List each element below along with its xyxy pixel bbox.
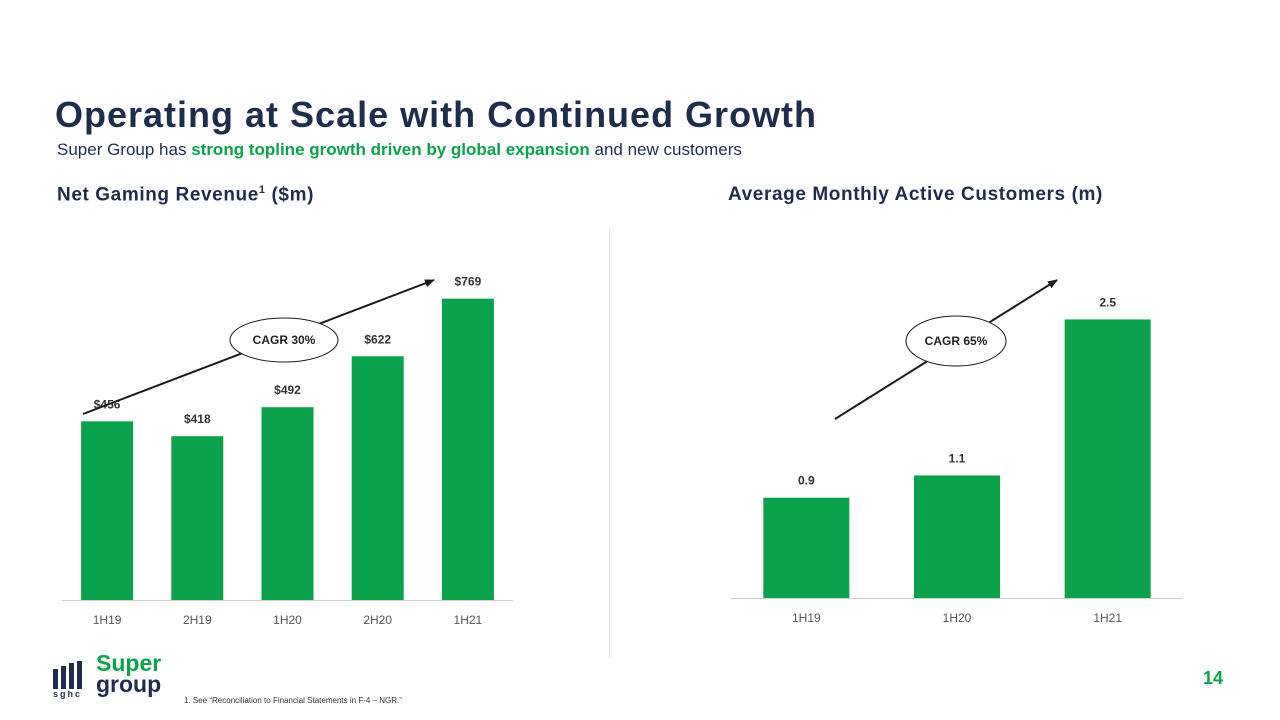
page-number: 14 xyxy=(1203,668,1224,688)
page-title: Operating at Scale with Continued Growth xyxy=(55,94,818,135)
subtitle-text-start: Super Group has xyxy=(57,140,192,159)
subtitle-text-end: and new customers xyxy=(589,140,742,159)
logo-word-group: group xyxy=(96,671,162,697)
mau-tick-label-1h20: 1H20 xyxy=(943,611,972,625)
ngr-value-label-2h19: $418 xyxy=(184,412,211,426)
ngr-bar-2h20 xyxy=(351,356,404,600)
ngr-tick-label-1h20: 1H20 xyxy=(273,613,302,627)
logo-wordmark: Super group xyxy=(96,650,162,697)
ngr-title-text: Net Gaming Revenue xyxy=(57,184,259,206)
mau-tick-label-1h19: 1H19 xyxy=(792,611,821,625)
ngr-value-label-1h20: $492 xyxy=(274,383,301,397)
ngr-value-label-1h21: $769 xyxy=(455,275,482,289)
logo-word-super: Super xyxy=(96,650,162,676)
logo-mark-text: sghc xyxy=(53,689,83,699)
mau-bar-1h21 xyxy=(1064,319,1151,598)
ngr-bar-1h21 xyxy=(441,298,494,600)
mau-cagr-label: CAGR 65% xyxy=(925,334,988,348)
footnote: 1. See “Reconciliation to Financial Stat… xyxy=(184,696,402,705)
mau-cagr-bubble xyxy=(905,315,1007,367)
ngr-value-label-2h20: $622 xyxy=(364,332,391,346)
ngr-tick-label-1h21: 1H21 xyxy=(454,613,483,627)
ngr-title-footnote-mark: 1 xyxy=(258,184,266,196)
ngr-bar-2h19 xyxy=(171,436,224,600)
mau-value-label-1h20: 1.1 xyxy=(949,451,966,465)
subtitle-highlight: strong topline growth driven by global e… xyxy=(191,140,590,159)
ngr-tick-label-2h20: 2H20 xyxy=(363,613,392,627)
ngr-tick-label-2h19: 2H19 xyxy=(183,613,212,627)
page-subtitle: Super Group has strong topline growth dr… xyxy=(57,140,742,160)
mau-bar-1h19 xyxy=(763,497,850,598)
ngr-chart-title: Net Gaming Revenue1 ($m) xyxy=(57,184,314,206)
ngr-tick-label-1h19: 1H19 xyxy=(93,613,122,627)
mau-value-label-1h19: 0.9 xyxy=(798,474,815,488)
ngr-bar-1h19 xyxy=(81,421,134,600)
mau-chart-title: Average Monthly Active Customers (m) xyxy=(728,184,1103,205)
mau-tick-label-1h21: 1H21 xyxy=(1093,611,1122,625)
mau-bar-1h20 xyxy=(914,475,1000,598)
ngr-cagr-bubble xyxy=(229,317,339,363)
mau-value-label-1h21: 2.5 xyxy=(1099,295,1116,309)
chart-divider xyxy=(609,228,610,658)
ngr-title-unit: ($m) xyxy=(265,184,315,206)
ngr-cagr-label: CAGR 30% xyxy=(253,333,316,347)
ngr-bar-1h20 xyxy=(261,407,314,600)
logo-bars-icon xyxy=(53,661,82,689)
